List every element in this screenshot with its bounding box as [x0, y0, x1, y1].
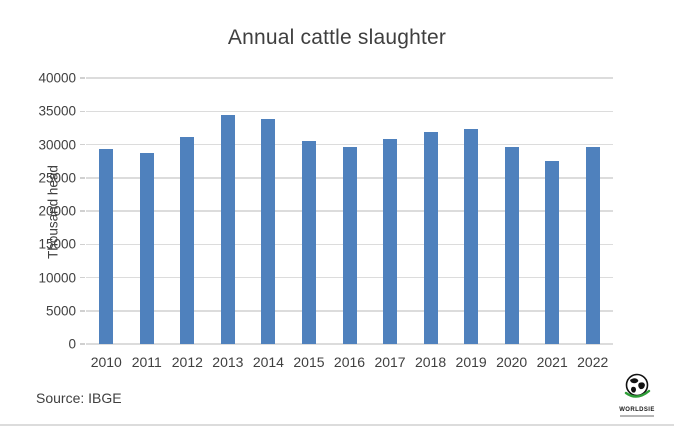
x-tick-label: 2014	[252, 354, 284, 370]
x-tick-label: 2018	[414, 354, 447, 370]
bar-2016	[342, 146, 357, 344]
watermark-logo: WORLDSIE	[612, 372, 662, 417]
globe-icon	[624, 373, 651, 398]
y-tick-label: 35000	[38, 103, 76, 119]
bar-2014	[261, 118, 276, 344]
x-tick-label: 2021	[536, 354, 568, 370]
y-tick-label: 20000	[38, 203, 76, 219]
x-tick-label: 2016	[333, 354, 366, 370]
x-tick-label: 2019	[455, 354, 487, 370]
bar-2010	[99, 149, 114, 344]
logo-text: WORLDSIE	[619, 407, 655, 413]
gridline	[86, 143, 613, 146]
x-tick-label: 2011	[131, 354, 162, 370]
bar-2015	[301, 140, 316, 344]
logo-subline	[620, 415, 654, 417]
x-tick-label: 2012	[171, 354, 203, 370]
source-note: Source: IBGE	[36, 390, 122, 406]
x-tick-label: 2010	[90, 354, 122, 370]
bar-2012	[180, 137, 195, 344]
y-tick-mark	[80, 243, 85, 245]
bar-2022	[585, 146, 600, 344]
y-tick-mark	[80, 276, 85, 279]
y-tick-mark	[80, 110, 85, 112]
y-tick-mark	[80, 343, 85, 345]
bar-2013	[220, 115, 235, 344]
bar-2021	[545, 161, 560, 344]
x-tick-label: 2022	[577, 354, 609, 370]
x-tick-label: 2013	[212, 354, 244, 370]
chart-title: Annual cattle slaughter	[227, 26, 447, 49]
gridline	[86, 343, 613, 345]
x-tick-label: 2015	[293, 354, 325, 370]
y-tick-label: 25000	[38, 170, 76, 186]
bar-2020	[504, 146, 519, 344]
bar-2017	[383, 139, 398, 344]
gridline	[86, 77, 613, 79]
y-tick-mark	[80, 77, 85, 79]
y-tick-label: 10000	[38, 270, 76, 285]
y-tick-mark	[80, 177, 85, 179]
plot-area: 0 5000 10000 15000 20000 25000 30000 35000 40000…	[38, 71, 613, 370]
y-tick-label: 15000	[38, 236, 76, 252]
x-tick-label: 2017	[374, 354, 406, 370]
bar-2011	[139, 153, 154, 344]
y-tick-label: 30000	[38, 137, 76, 152]
y-tick-label: 0	[68, 336, 76, 352]
bar-2019	[464, 128, 479, 344]
x-tick-label: 2020	[496, 354, 528, 370]
y-tick-mark	[80, 143, 85, 146]
bar-2018	[423, 131, 438, 344]
gridline	[86, 110, 613, 112]
y-tick-label: 5000	[45, 303, 76, 319]
y-tick-mark	[80, 310, 85, 312]
y-tick-mark	[80, 210, 85, 212]
y-tick-label: 40000	[38, 70, 76, 86]
